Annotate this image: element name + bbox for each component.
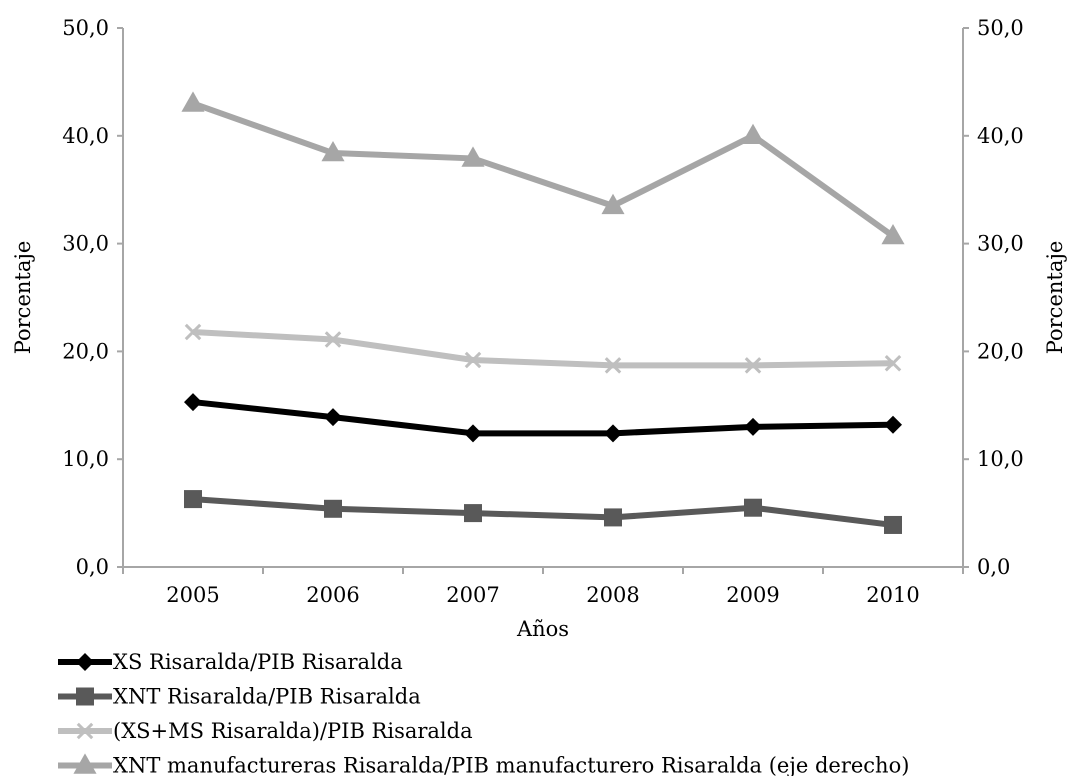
data-point-diamond [604,424,622,443]
data-point-x [744,357,762,374]
data-point-square [324,499,342,518]
x-axis-title: Años [516,617,569,641]
right-y-tick-label: 30,0 [977,232,1024,256]
data-point-diamond [324,408,342,427]
legend-item: (XS+MS Risaralda)/PIB Risaralda [58,719,473,743]
data-point-x [324,331,342,348]
data-point-x [604,357,622,374]
data-point-diamond [184,393,202,412]
legend-item: XNT Risaralda/PIB Risaralda [58,685,421,709]
series-line [192,399,894,437]
x-tick-label: 2010 [866,583,919,607]
x-tick-label: 2007 [446,583,499,607]
data-point-square [184,490,202,509]
data-point-triangle [321,140,345,162]
series-4 [181,91,905,245]
series-1 [184,393,902,443]
data-point-x [184,323,202,341]
data-point-x [464,351,482,369]
right-y-axis-title: Porcentaje [1043,241,1067,355]
legend-item: XS Risaralda/PIB Risaralda [58,650,403,674]
left-y-tick-label: 40,0 [62,124,109,148]
left-y-tick-label: 10,0 [62,447,109,471]
data-point-triangle [73,753,97,774]
data-point-square [884,515,902,534]
right-y-tick-label: 10,0 [977,447,1024,471]
left-y-tick-label: 20,0 [62,339,109,363]
legend-label: XS Risaralda/PIB Risaralda [113,650,403,674]
series-line [192,329,894,369]
data-point-triangle [461,146,485,167]
legend-item: XNT manufactureras Risaralda/PIB manufac… [58,753,909,776]
right-y-tick-label: 40,0 [977,124,1024,148]
data-point-square [744,498,762,517]
series-layer [181,91,905,534]
data-point-triangle [881,223,905,245]
data-point-triangle [741,123,765,145]
data-point-triangle [181,91,205,112]
data-point-diamond [884,415,902,434]
series-line [191,100,895,239]
legend-label: XNT Risaralda/PIB Risaralda [113,685,421,709]
data-point-x [76,722,94,740]
left-y-tick-label: 30,0 [62,232,109,256]
right-y-tick-label: 20,0 [977,339,1024,363]
series-line [192,496,894,528]
left-y-axis-title: Porcentaje [11,241,35,355]
series-3 [184,323,902,374]
x-tick-label: 2005 [166,583,219,607]
x-tick-label: 2009 [726,583,779,607]
data-point-triangle [601,193,625,215]
x-tick-label: 2006 [306,583,359,607]
legend-label: XNT manufactureras Risaralda/PIB manufac… [113,754,909,776]
series-2 [184,490,902,534]
data-point-square [604,508,622,527]
right-y-tick-label: 0,0 [977,555,1010,579]
data-point-diamond [76,653,94,671]
data-point-diamond [464,424,482,443]
data-point-square [464,504,482,523]
axes [122,28,964,568]
data-point-diamond [744,417,762,436]
legend: XS Risaralda/PIB Risaralda XNT Risaralda/… [58,650,909,776]
left-y-tick-label: 0,0 [76,555,109,579]
data-point-x [884,354,902,372]
legend-label: (XS+MS Risaralda)/PIB Risaralda [113,719,473,743]
right-y-tick-label: 50,0 [977,16,1024,40]
ticks: 0,0 10,0 20,0 30,0 40,0 50,0 0,0 10,0 20,0 30,0 40… [62,16,1024,607]
x-tick-label: 2008 [586,583,639,607]
left-y-tick-label: 50,0 [62,16,109,40]
data-point-square [76,687,94,706]
